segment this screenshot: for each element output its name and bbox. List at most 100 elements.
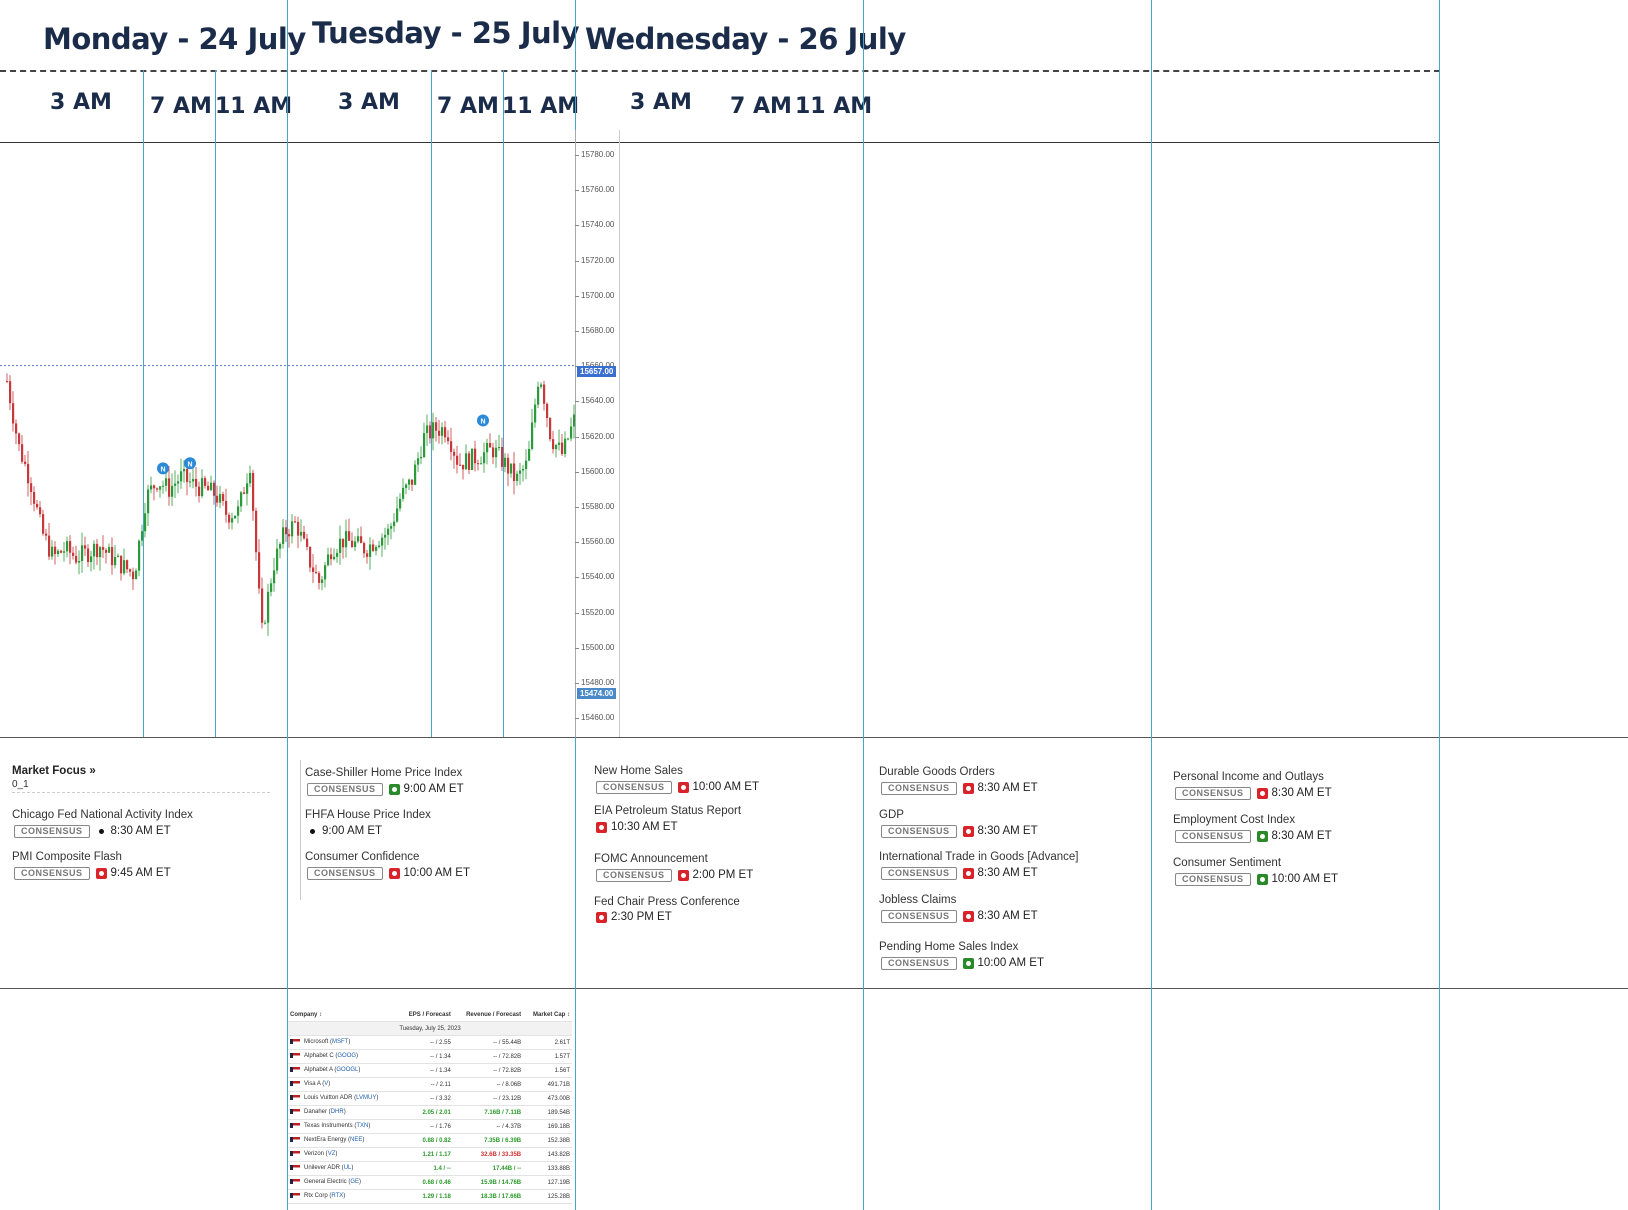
consensus-badge[interactable]: CONSENSUS — [307, 866, 383, 880]
event-name[interactable]: Employment Cost Index — [1173, 814, 1296, 826]
ticker-link[interactable]: VZ — [327, 1151, 336, 1158]
ticker-link[interactable]: NEE — [350, 1137, 363, 1144]
candle-body — [204, 478, 207, 486]
company-cell[interactable]: Texas Instruments (TXN) — [288, 1119, 399, 1134]
candle-body — [558, 442, 561, 445]
company-cell[interactable]: Unilever ADR (UL) — [288, 1161, 399, 1176]
table-row[interactable]: Rtx Corp (RTX) 1.29 / 1.18 18.3B / 17.66B 1… — [288, 1189, 572, 1204]
consensus-badge[interactable]: CONSENSUS — [881, 866, 957, 880]
event-time: 10:00 AM ET — [1271, 873, 1338, 885]
event-name[interactable]: Durable Goods Orders — [879, 766, 995, 778]
header-company[interactable]: Company ↕ — [288, 1008, 399, 1022]
grid-line — [1439, 0, 1440, 1210]
candle-body — [357, 536, 360, 542]
table-row[interactable]: Danaher (DHR) 2.05 / 2.01 7.16B / 7.11B 189… — [288, 1105, 572, 1120]
candle-body — [108, 547, 111, 553]
ticker-link[interactable]: GOOG — [337, 1053, 357, 1060]
company-cell[interactable]: Visa A (V) — [288, 1077, 399, 1092]
event-time: 9:00 AM ET — [403, 783, 464, 795]
table-row[interactable]: Unilever ADR (UL) 1.4 / -- 17.44B / -- 133.… — [288, 1161, 572, 1176]
ticker-link[interactable]: V — [324, 1081, 329, 1088]
candle-body — [306, 538, 309, 547]
candle-body — [267, 591, 270, 623]
candle-body — [138, 540, 141, 571]
market-focus-divider — [12, 792, 270, 793]
price-tick-label: 15740.00 — [581, 220, 615, 230]
table-row[interactable]: Texas Instruments (TXN) -- / 1.76 -- / 4.3… — [288, 1119, 572, 1134]
ticker-link[interactable]: RTX — [331, 1193, 344, 1200]
consensus-badge[interactable]: CONSENSUS — [1175, 829, 1251, 843]
event-name[interactable]: International Trade in Goods [Advance] — [879, 851, 1079, 863]
impact-high-icon — [1256, 787, 1268, 799]
event-name[interactable]: GDP — [879, 809, 904, 821]
table-row[interactable]: Visa A (V) -- / 2.11 -- / 8.06B 491.71B — [288, 1077, 572, 1092]
us-flag-icon — [290, 1137, 300, 1143]
company-cell[interactable]: General Electric (GE) — [288, 1175, 399, 1190]
price-chart[interactable]: N N N — [0, 130, 630, 737]
consensus-badge[interactable]: CONSENSUS — [307, 782, 383, 796]
event-time: 10:00 AM ET — [403, 867, 470, 879]
company-cell[interactable]: Verizon (VZ) — [288, 1147, 399, 1162]
consensus-badge[interactable]: CONSENSUS — [881, 781, 957, 795]
event-name[interactable]: Jobless Claims — [879, 894, 957, 906]
company-cell[interactable]: NextEra Energy (NEE) — [288, 1133, 399, 1148]
candle-body — [543, 384, 546, 404]
company-cell[interactable]: Microsoft (MSFT) — [288, 1035, 399, 1050]
event-name[interactable]: Pending Home Sales Index — [879, 941, 1019, 953]
table-row[interactable]: General Electric (GE) 0.68 / 0.46 15.9B / … — [288, 1175, 572, 1190]
ticker-link[interactable]: TXN — [356, 1123, 369, 1130]
consensus-badge[interactable]: CONSENSUS — [881, 909, 957, 923]
event-name[interactable]: FOMC Announcement — [594, 853, 708, 865]
header-eps: EPS / Forecast — [398, 1008, 453, 1022]
candle-body — [72, 552, 75, 556]
table-row[interactable]: Microsoft (MSFT) -- / 2.55 -- / 55.44B 2.61… — [288, 1035, 572, 1050]
event-name[interactable]: Consumer Confidence — [305, 851, 420, 863]
event-name[interactable]: FHFA House Price Index — [305, 809, 431, 821]
consensus-badge[interactable]: CONSENSUS — [596, 868, 672, 882]
candle-body — [132, 571, 135, 580]
event-name[interactable]: Fed Chair Press Conference — [594, 896, 740, 908]
table-row[interactable]: Louis Vuitton ADR (LVMUY) -- / 3.32 -- / 2… — [288, 1091, 572, 1106]
event-name[interactable]: Chicago Fed National Activity Index — [12, 809, 193, 821]
ticker-link[interactable]: LVMUY — [356, 1095, 377, 1102]
event-meta: CONSENSUS 9:00 AM ET — [307, 782, 464, 796]
candle-body — [213, 482, 216, 496]
table-row[interactable]: Alphabet A (GOOGL) -- / 1.34 -- / 72.82B 1.… — [288, 1063, 572, 1078]
consensus-badge[interactable]: CONSENSUS — [596, 780, 672, 794]
table-row[interactable]: NextEra Energy (NEE) 0.88 / 0.82 7.35B / 6… — [288, 1133, 572, 1148]
event-name[interactable]: Case-Shiller Home Price Index — [305, 767, 463, 779]
event-name[interactable]: New Home Sales — [594, 765, 683, 777]
consensus-badge[interactable]: CONSENSUS — [881, 956, 957, 970]
consensus-badge[interactable]: CONSENSUS — [1175, 872, 1251, 886]
ticker-link[interactable]: GOOGL — [336, 1067, 359, 1074]
ticker-link[interactable]: MSFT — [332, 1039, 349, 1046]
consensus-badge[interactable]: CONSENSUS — [881, 824, 957, 838]
ticker-link[interactable]: GE — [350, 1179, 360, 1186]
consensus-badge[interactable]: CONSENSUS — [1175, 786, 1251, 800]
candle-body — [399, 498, 402, 509]
candle-body — [408, 479, 411, 485]
consensus-badge[interactable]: CONSENSUS — [14, 866, 90, 880]
market-focus-link[interactable]: Market Focus » — [12, 765, 96, 777]
event-name[interactable]: PMI Composite Flash — [12, 851, 122, 863]
candle-body — [459, 464, 462, 466]
company-name: Visa A — [304, 1081, 321, 1088]
ticker-link[interactable]: UL — [343, 1165, 352, 1172]
header-market-cap[interactable]: Market Cap ↕ — [523, 1008, 572, 1022]
company-cell[interactable]: Alphabet A (GOOGL) — [288, 1063, 399, 1078]
company-cell[interactable]: Danaher (DHR) — [288, 1105, 399, 1120]
consensus-badge[interactable]: CONSENSUS — [14, 824, 90, 838]
table-row[interactable]: Alphabet C (GOOG) -- / 1.34 -- / 72.82B 1.5… — [288, 1049, 572, 1064]
company-cell[interactable]: Rtx Corp (RTX) — [288, 1189, 399, 1204]
candle-body — [495, 447, 498, 458]
event-name[interactable]: Personal Income and Outlays — [1173, 771, 1324, 783]
event-name[interactable]: EIA Petroleum Status Report — [594, 805, 742, 817]
candle-body — [285, 527, 288, 535]
company-cell[interactable]: Louis Vuitton ADR (LVMUY) — [288, 1091, 399, 1106]
ticker-link[interactable]: DHR — [330, 1109, 344, 1116]
table-row[interactable]: Verizon (VZ) 1.21 / 1.17 32.6B / 33.35B 143… — [288, 1147, 572, 1162]
event-name[interactable]: Consumer Sentiment — [1173, 857, 1282, 869]
event-meta: CONSENSUS 10:00 AM ET — [1175, 872, 1338, 886]
candle-body — [360, 536, 363, 544]
company-cell[interactable]: Alphabet C (GOOG) — [288, 1049, 399, 1064]
